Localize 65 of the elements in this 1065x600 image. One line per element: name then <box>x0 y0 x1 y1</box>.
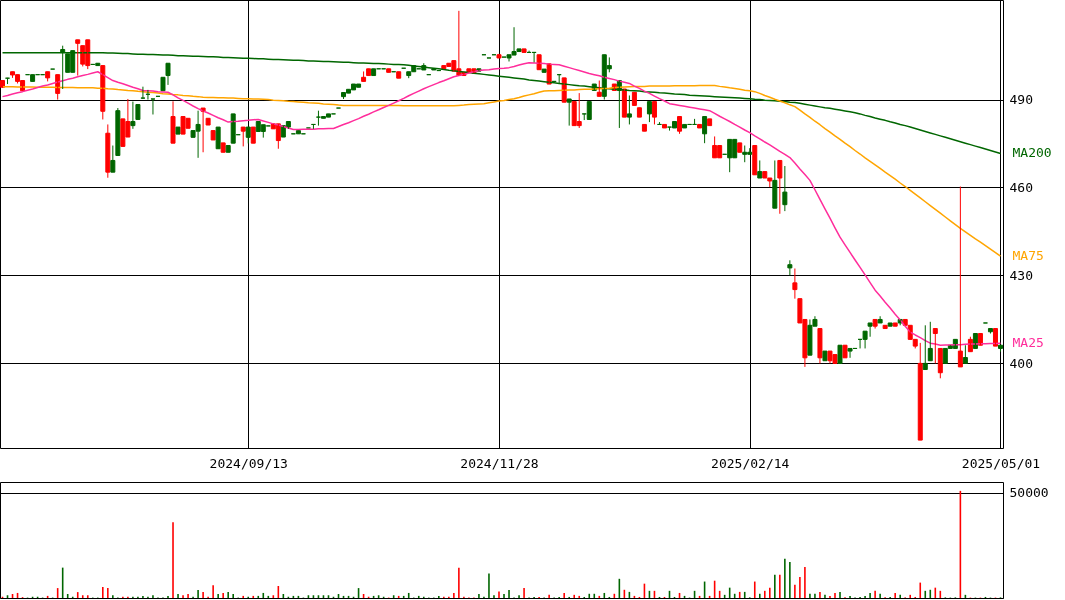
candlestick <box>210 130 216 141</box>
candlestick <box>431 68 437 71</box>
candlestick <box>672 121 678 129</box>
candlestick <box>757 159 763 179</box>
series-label: MA200 <box>1012 145 1052 161</box>
candlestick <box>837 344 843 364</box>
candlestick <box>250 126 256 144</box>
candlestick <box>371 68 377 77</box>
candlestick <box>586 101 592 120</box>
candlestick <box>95 62 101 67</box>
y-tick-label: 400 <box>1009 355 1033 371</box>
candlestick <box>366 68 372 77</box>
y-tick-label: 460 <box>1009 179 1033 195</box>
candlestick <box>977 333 983 346</box>
candlestick <box>762 171 768 179</box>
candlestick <box>521 48 527 53</box>
candlestick <box>240 126 246 147</box>
candlestick <box>621 88 627 118</box>
candlestick <box>887 322 893 327</box>
candlestick <box>822 350 828 362</box>
candlestick <box>752 145 758 176</box>
candlestick <box>682 123 688 129</box>
candlestick <box>737 142 743 153</box>
candlestick <box>175 126 181 135</box>
candlestick <box>626 94 632 125</box>
x-tick-label: 2025/02/14 <box>711 455 790 471</box>
series-label: MA75 <box>1012 248 1044 264</box>
candlestick <box>536 54 542 71</box>
x-tick-label: 2024/11/28 <box>460 455 539 471</box>
candlestick <box>787 259 793 276</box>
candlestick <box>10 71 16 79</box>
candlestick <box>636 107 642 118</box>
x-tick-label: 2025/05/01 <box>961 455 1041 471</box>
candlestick <box>707 118 713 127</box>
candlestick <box>661 123 667 129</box>
candlestick <box>882 324 888 330</box>
candlestick <box>561 77 567 103</box>
candlestick <box>952 338 958 349</box>
candlestick <box>641 123 647 132</box>
candlestick <box>972 333 978 349</box>
x-tick-label: 2024/09/13 <box>209 455 288 471</box>
candlestick <box>842 344 848 359</box>
candlestick <box>230 113 236 144</box>
candlestick <box>541 68 547 73</box>
candlestick <box>847 347 853 359</box>
candlestick <box>992 328 998 347</box>
y-tick-label: 490 <box>1009 92 1033 108</box>
candlestick <box>631 91 637 106</box>
candlestick <box>325 113 331 118</box>
candlestick <box>441 65 447 70</box>
series-label: MA25 <box>1012 335 1044 351</box>
candlestick <box>295 130 301 135</box>
candlestick <box>697 123 703 129</box>
candlestick <box>396 71 402 79</box>
candlestick <box>877 315 883 324</box>
candlestick <box>45 71 51 82</box>
candlestick <box>496 53 502 59</box>
candlestick <box>892 322 898 327</box>
y-tick-label: 50000 <box>1009 485 1049 501</box>
candlestick <box>566 98 572 127</box>
candlestick <box>75 39 81 77</box>
candlestick <box>215 126 221 150</box>
candlestick <box>546 63 552 85</box>
y-tick-label: 430 <box>1009 267 1033 283</box>
candlestick <box>220 142 226 153</box>
